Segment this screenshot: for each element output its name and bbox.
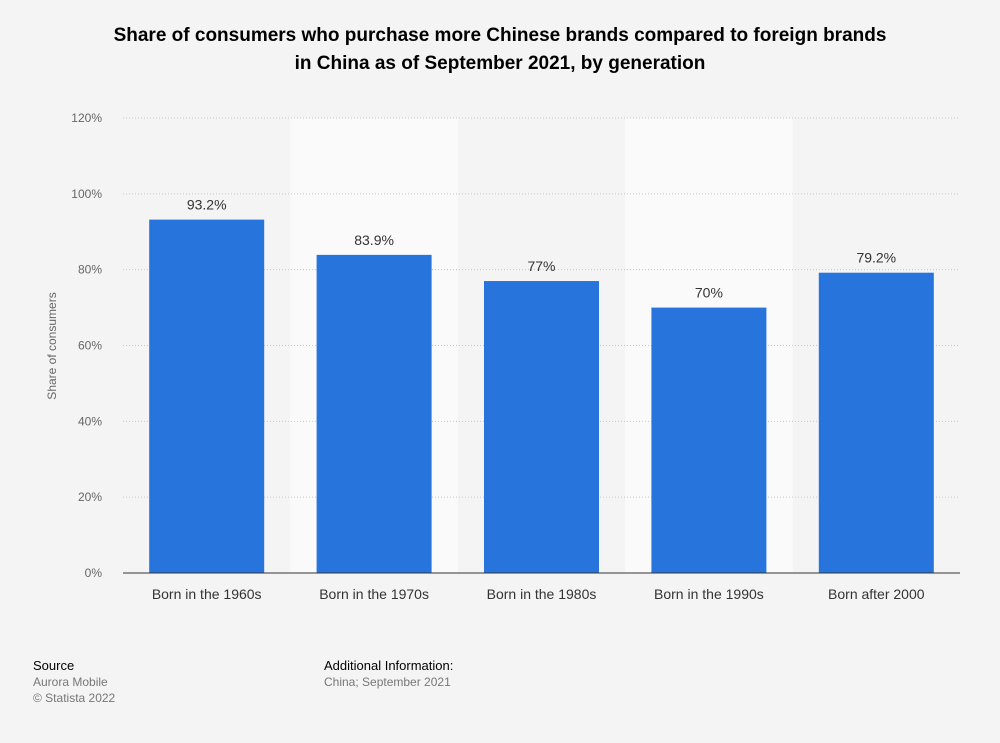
- y-tick-label: 120%: [71, 111, 102, 125]
- chart-title: Share of consumers who purchase more Chi…: [40, 22, 960, 78]
- source-block: Source Aurora Mobile © Statista 2022: [33, 658, 115, 706]
- x-tick-label: Born in the 1960s: [152, 586, 262, 602]
- y-axis-title: Share of consumers: [45, 292, 59, 399]
- y-tick-label: 0%: [85, 566, 103, 580]
- chart-title-line-1: Share of consumers who purchase more Chi…: [113, 25, 887, 46]
- x-tick-label: Born in the 1970s: [319, 586, 429, 602]
- additional-info-block: Additional Information: China; September…: [324, 658, 453, 690]
- chart-title-line-2: in China as of September 2021, by genera…: [294, 53, 706, 74]
- x-tick-label: Born after 2000: [828, 586, 925, 602]
- bar: [484, 281, 599, 573]
- bar-value-label: 83.9%: [354, 232, 394, 248]
- copyright-text: © Statista 2022: [33, 691, 116, 705]
- bar-value-label: 93.2%: [187, 197, 227, 213]
- x-axis-tick-labels: Born in the 1960s Born in the 1970s Born i…: [152, 586, 925, 602]
- bar: [651, 307, 767, 573]
- bars: [149, 219, 934, 574]
- bar-data-labels: 93.2% 83.9% 77% 70% 79.2%: [187, 197, 896, 301]
- additional-info-heading: Additional Information:: [324, 658, 454, 673]
- y-tick-label: 40%: [78, 414, 102, 428]
- y-tick-label: 60%: [78, 339, 102, 353]
- x-tick-label: Born in the 1980s: [487, 586, 597, 602]
- y-tick-label: 80%: [78, 263, 102, 277]
- source-heading: Source: [33, 658, 75, 673]
- bar: [149, 219, 265, 573]
- bar: [818, 272, 934, 573]
- y-tick-label: 20%: [78, 490, 102, 504]
- y-tick-label: 100%: [71, 187, 102, 201]
- source-name: Aurora Mobile: [33, 675, 108, 689]
- bar-chart: 0% 20% 40% 60% 80% 100% 120% 93.2% 83.9% 77% 70% 7…: [45, 111, 960, 602]
- bar-value-label: 77%: [527, 258, 555, 274]
- x-tick-label: Born in the 1990s: [654, 586, 764, 602]
- additional-info-text: China; September 2021: [324, 675, 451, 689]
- y-axis-tick-labels: 0% 20% 40% 60% 80% 100% 120%: [71, 111, 102, 580]
- bar: [316, 254, 432, 574]
- bar-value-label: 79.2%: [856, 250, 896, 266]
- bar-value-label: 70%: [695, 285, 723, 301]
